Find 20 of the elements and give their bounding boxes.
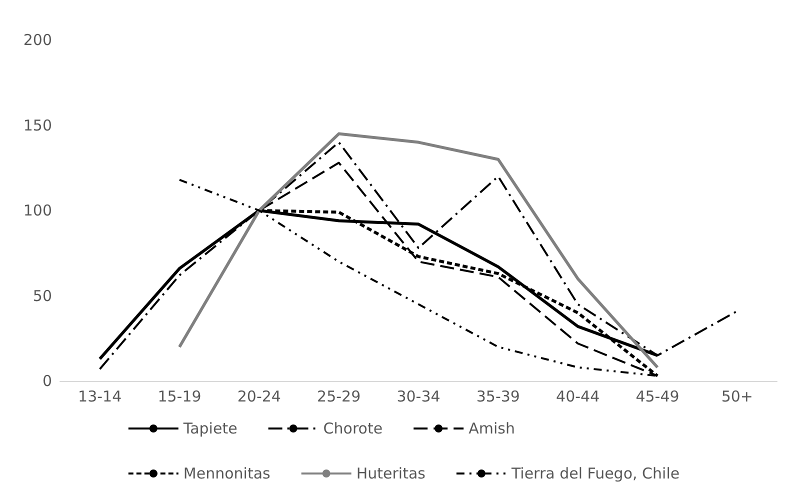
x-tick-label: 35-39 bbox=[476, 388, 520, 406]
x-tick-label: 45-49 bbox=[636, 388, 680, 406]
x-tick-label: 20-24 bbox=[237, 388, 281, 406]
x-tick-label: 25-29 bbox=[317, 388, 361, 406]
y-tick-label: 100 bbox=[23, 202, 52, 220]
legend-label: Amish bbox=[468, 420, 515, 438]
y-tick-label: 200 bbox=[23, 31, 52, 49]
x-tick-label: 13-14 bbox=[78, 388, 122, 406]
x-tick-label: 30-34 bbox=[396, 388, 440, 406]
legend-label: Tapiete bbox=[182, 420, 238, 438]
y-tick-label: 150 bbox=[23, 116, 52, 134]
x-tick-label: 50+ bbox=[721, 388, 753, 406]
y-tick-label: 50 bbox=[32, 286, 52, 305]
y-tick-label: 0 bbox=[42, 372, 52, 390]
x-tick-label: 15-19 bbox=[158, 388, 202, 406]
legend-label: Huteritas bbox=[356, 464, 426, 482]
x-tick-label: 40-44 bbox=[556, 388, 600, 406]
legend-label: Tierra del Fuego, Chile bbox=[510, 464, 680, 482]
legend-label: Mennonitas bbox=[183, 464, 271, 482]
legend-label: Chorote bbox=[323, 420, 383, 438]
